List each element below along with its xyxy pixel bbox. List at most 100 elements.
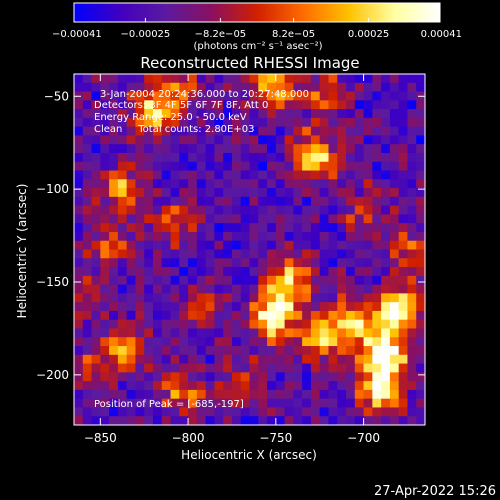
heatmap-cell [284, 319, 294, 330]
heatmap-cell [319, 117, 330, 128]
heatmap-cell [381, 135, 391, 145]
heatmap-cell [100, 249, 110, 259]
heatmap-cell [389, 337, 400, 347]
heatmap-cell [196, 144, 207, 154]
heatmap-cell [302, 205, 312, 216]
heatmap-cell [126, 249, 137, 259]
heatmap-cell [363, 319, 373, 330]
heatmap-cell [117, 249, 128, 259]
heatmap-cell [205, 310, 216, 321]
heatmap-cell [109, 74, 119, 84]
heatmap-cell [117, 152, 128, 163]
heatmap-cell [117, 109, 128, 119]
heatmap-cell [144, 319, 154, 330]
heatmap-cell [82, 161, 93, 172]
heatmap-cell [231, 416, 242, 425]
timestamp: 27-Apr-2022 15:26 [374, 484, 496, 499]
heatmap-cell [416, 328, 425, 338]
heatmap-cell [223, 240, 233, 251]
heatmap-cell [293, 231, 303, 242]
heatmap-cell [275, 170, 286, 180]
heatmap-cell [407, 416, 417, 425]
heatmap-cell [205, 135, 216, 145]
heatmap-cell [205, 117, 216, 128]
heatmap-cell [372, 126, 382, 137]
heatmap-cell [188, 231, 198, 242]
heatmap-cell [126, 310, 137, 321]
heatmap-cell [258, 144, 268, 154]
heatmap-cell [275, 337, 286, 347]
heatmap-cell [302, 346, 312, 356]
heatmap-cell [135, 328, 145, 338]
heatmap-cell [152, 302, 163, 312]
heatmap-cell [389, 328, 400, 338]
heatmap-cell [170, 109, 180, 119]
heatmap-cell [117, 223, 128, 233]
heatmap-cell [144, 152, 154, 163]
heatmap-cell [398, 74, 409, 84]
heatmap-cell [381, 214, 391, 224]
heatmap-cell [302, 363, 312, 373]
heatmap-cell [363, 284, 373, 294]
heatmap-cell [293, 337, 303, 347]
colorbar-gradient [73, 2, 441, 23]
heatmap-cell [126, 319, 137, 330]
heatmap-cell [258, 188, 268, 198]
heatmap-cell [363, 231, 373, 242]
heatmap-cell [398, 117, 409, 128]
heatmap-cell [100, 179, 110, 189]
heatmap-cell [337, 407, 347, 417]
heatmap-cell [100, 389, 110, 400]
heatmap-cell [196, 161, 207, 172]
heatmap-cell [275, 346, 286, 356]
heatmap-cell [319, 205, 330, 216]
heatmap-cell [196, 126, 207, 137]
heatmap-cell [74, 179, 84, 189]
heatmap-cell [249, 161, 259, 172]
heatmap-cell [293, 100, 303, 110]
heatmap-cell [302, 284, 312, 294]
heatmap-cell [109, 337, 119, 347]
heatmap-cell [398, 179, 409, 189]
heatmap-cell [337, 302, 347, 312]
heatmap-cell [310, 240, 321, 251]
heatmap-cell [284, 179, 294, 189]
heatmap-cell [100, 416, 110, 425]
heatmap-cell [196, 152, 207, 163]
heatmap-cell [293, 302, 303, 312]
heatmap-cell [310, 293, 321, 303]
heatmap-cell [328, 302, 338, 312]
heatmap-cell [319, 161, 330, 172]
heatmap-cell [389, 109, 400, 119]
heatmap-cell [144, 293, 154, 303]
heatmap-cell [337, 205, 347, 216]
heatmap-cell [91, 319, 101, 330]
heatmap-cell [223, 179, 233, 189]
heatmap-cell [258, 416, 268, 425]
heatmap-cell [267, 179, 277, 189]
heatmap-cell [284, 214, 294, 224]
heatmap-cell [161, 240, 172, 251]
heatmap-cell [389, 372, 400, 382]
heatmap-cell [389, 346, 400, 356]
heatmap-cell [363, 144, 373, 154]
heatmap-cell [328, 328, 338, 338]
heatmap-cell [240, 407, 251, 417]
heatmap-cell [231, 161, 242, 172]
heatmap-cell [310, 91, 321, 101]
heatmap-cell [293, 205, 303, 216]
heatmap-cell [249, 267, 259, 277]
heatmap-cell [223, 407, 233, 417]
heatmap-cell [328, 240, 338, 251]
heatmap-cell [179, 231, 189, 242]
heatmap-cell [302, 100, 312, 110]
heatmap-cell [354, 346, 365, 356]
colorbar: −0.00041 −0.00025 −8.2e−05 8.2e−05 0.00025 0.… [52, 2, 462, 52]
heatmap-cell [135, 337, 145, 347]
heatmap-cell [381, 337, 391, 347]
heatmap-cell [135, 363, 145, 373]
heatmap-cell [135, 223, 145, 233]
heatmap-cell [346, 302, 356, 312]
heatmap-cell [372, 354, 382, 365]
heatmap-cell [328, 161, 338, 172]
